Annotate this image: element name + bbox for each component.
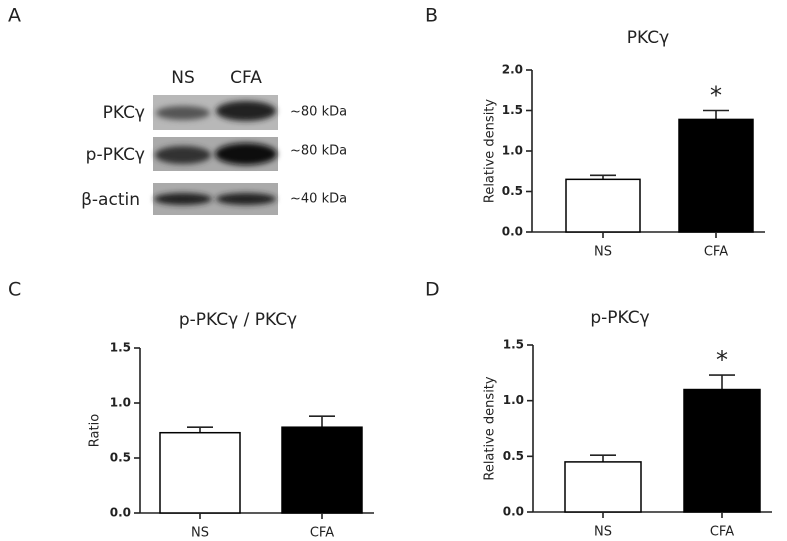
- lane-label: NS: [171, 68, 195, 88]
- annotation: *: [716, 346, 728, 374]
- chart-title: p-PKCγ / PKCγ: [179, 310, 297, 330]
- x-tick-label: CFA: [310, 526, 334, 541]
- blot-rows: [153, 95, 278, 215]
- bar: [678, 118, 754, 233]
- lane-label: CFA: [230, 68, 262, 88]
- blot-label: β-actin: [81, 190, 140, 210]
- band: [156, 106, 210, 120]
- y-tick-label: 0.5: [110, 451, 131, 465]
- blot-size: ~80 kDa: [290, 105, 347, 120]
- blot-size: ~80 kDa: [290, 144, 347, 159]
- blot-label: PKCγ: [103, 103, 145, 123]
- blot-size: ~40 kDa: [290, 192, 347, 207]
- panel-label: D: [425, 279, 440, 301]
- y-axis-label: Relative density: [483, 99, 498, 204]
- y-tick-label: 1.5: [503, 338, 524, 352]
- x-tick-label: NS: [594, 245, 612, 260]
- panel-label: B: [425, 5, 438, 27]
- x-tick-label: CFA: [710, 525, 734, 540]
- y-tick-label: 1.5: [502, 103, 523, 117]
- y-tick-label: 0.0: [502, 225, 523, 239]
- band: [216, 101, 276, 121]
- band: [215, 143, 277, 165]
- band: [155, 146, 211, 164]
- band: [154, 193, 212, 205]
- blot-label: p-PKCγ: [86, 145, 145, 165]
- panel-label: A: [8, 5, 21, 27]
- y-axis-label: Relative density: [483, 376, 498, 481]
- x-tick-label: NS: [594, 525, 612, 540]
- y-tick-label: 2.0: [502, 63, 523, 77]
- x-tick-label: NS: [191, 526, 209, 541]
- y-tick-label: 0.5: [503, 449, 524, 463]
- y-tick-label: 0.0: [110, 506, 131, 520]
- y-tick-label: 1.0: [503, 393, 524, 407]
- y-tick-label: 1.0: [110, 396, 131, 410]
- y-tick-label: 0.0: [503, 505, 524, 519]
- bar: [159, 431, 241, 514]
- y-tick-label: 1.5: [110, 341, 131, 355]
- y-axis-label: Ratio: [88, 414, 103, 447]
- bar: [564, 461, 642, 513]
- panel-label: C: [8, 279, 21, 301]
- band: [216, 193, 276, 205]
- bar: [281, 426, 363, 514]
- chart-title: PKCγ: [627, 28, 669, 48]
- bar: [683, 388, 761, 513]
- y-tick-label: 0.5: [502, 184, 523, 198]
- chart-title: p-PKCγ: [590, 308, 649, 328]
- bar: [565, 178, 641, 233]
- y-tick-label: 1.0: [502, 144, 523, 158]
- annotation: *: [710, 82, 722, 110]
- x-tick-label: CFA: [704, 245, 728, 260]
